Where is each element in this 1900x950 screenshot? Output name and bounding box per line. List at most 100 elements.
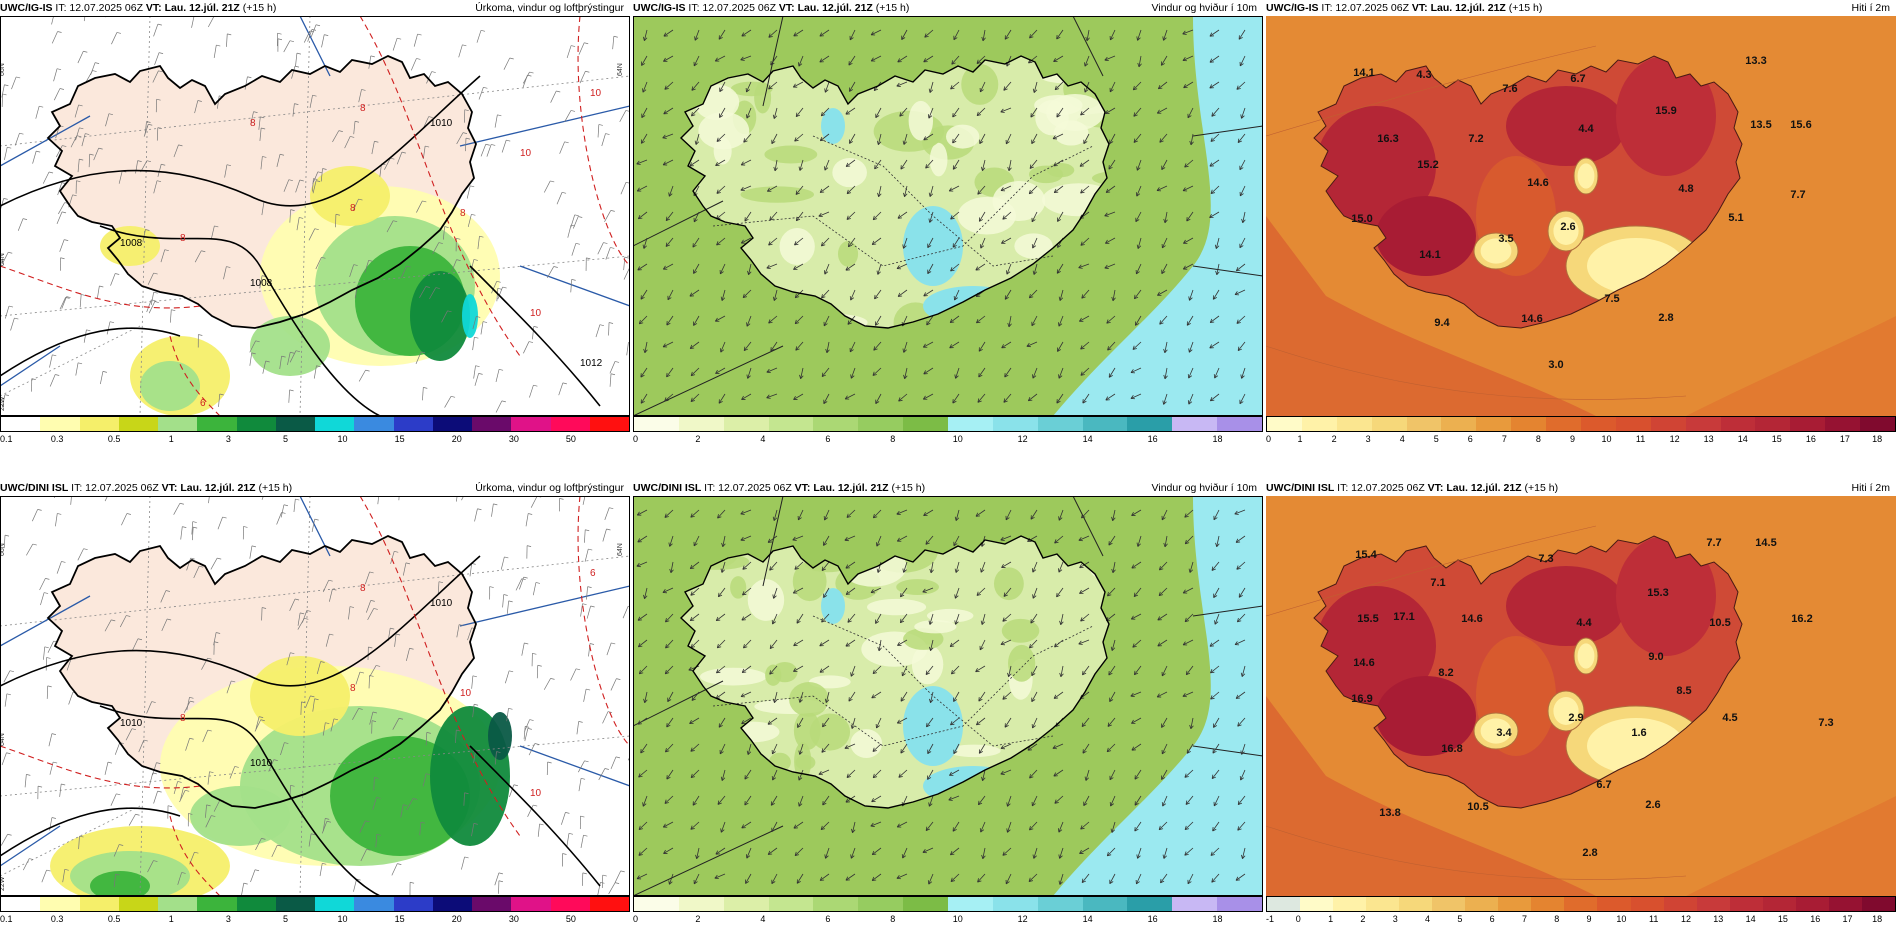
legend-tick: 16: [1147, 914, 1158, 924]
legend-swatch: [1663, 897, 1697, 911]
legend-swatch: [393, 897, 433, 911]
legend-swatch: [1366, 897, 1400, 911]
temperature-value: 7.7: [1706, 537, 1721, 549]
model-name: UWC/DINI ISL: [0, 482, 69, 494]
panel-title: UWC/DINI ISL IT: 12.07.2025 06Z VT: Lau.…: [1266, 480, 1896, 496]
color-legend: -1 0 1 2 3 4 5 6 7 8 9 10 11 12 13 14 15 16 17 18: [1266, 896, 1896, 928]
legend-tick: 10: [1601, 434, 1612, 444]
legend-swatch: [40, 897, 80, 911]
legend-tick: 10: [952, 434, 963, 444]
map-panel-igis-wind: UWC/IG-IS IT: 12.07.2025 06Z VT: Lau. 12…: [633, 0, 1263, 462]
legend-swatch: [1531, 897, 1565, 911]
legend-tick: 2: [1331, 434, 1337, 444]
legend-swatch: [1825, 417, 1861, 431]
lead-time: (+15 h): [1505, 2, 1543, 14]
legend-swatch: [393, 417, 433, 431]
temperature-value: 9.4: [1434, 317, 1450, 329]
legend-tick: 0.3: [50, 914, 64, 924]
temperature-value: 14.6: [1521, 313, 1542, 325]
legend-swatch: [315, 417, 355, 431]
temperature-value: 13.8: [1379, 807, 1400, 819]
legend-tick: 14: [1082, 914, 1093, 924]
map-area: [633, 496, 1263, 896]
init-time: IT: 12.07.2025 06Z: [1334, 482, 1428, 494]
legend-bar: [633, 896, 1263, 912]
legend-tick: 5: [1457, 914, 1463, 924]
legend-swatch: [40, 417, 80, 431]
temperature-value: 14.1: [1419, 249, 1440, 261]
panel-title: UWC/IG-IS IT: 12.07.2025 06Z VT: Lau. 12…: [1266, 0, 1896, 16]
legend-swatch: [1217, 417, 1263, 431]
legend-swatch: [472, 897, 512, 911]
legend-tick: 5: [282, 914, 288, 924]
legend-swatch: [858, 897, 904, 911]
legend-tick: 4: [760, 434, 766, 444]
map-panel-dini-precip: UWC/DINI ISL IT: 12.07.2025 06Z VT: Lau.…: [0, 480, 630, 942]
temperature-value: 1.6: [1631, 727, 1646, 739]
legend-swatch: [1301, 417, 1337, 431]
temperature-value: 4.4: [1576, 617, 1592, 629]
legend-swatch: [1498, 897, 1532, 911]
legend-tick: 20: [451, 434, 462, 444]
legend-swatch: [1720, 417, 1756, 431]
temperature-value: 14.6: [1527, 177, 1548, 189]
temperature-value: 15.4: [1355, 549, 1377, 561]
legend-swatch: [1581, 417, 1616, 431]
temperature-value: 8.2: [1438, 667, 1453, 679]
legend-tick: 30: [508, 434, 519, 444]
legend-swatch: [1685, 417, 1721, 431]
legend-swatch: [511, 897, 551, 911]
legend-swatch: [903, 417, 949, 431]
isotherm-label: 6: [200, 398, 206, 409]
legend-tick: 15: [394, 914, 405, 924]
temperature-value: 14.6: [1461, 613, 1482, 625]
temperature-value: 16.8: [1441, 743, 1462, 755]
legend-tick: 0: [633, 914, 639, 924]
legend-swatch: [903, 897, 949, 911]
precip-area: [410, 271, 470, 361]
legend-tick: 15: [1771, 434, 1782, 444]
legend-tick: 8: [1535, 434, 1541, 444]
legend-tick: 50: [565, 434, 576, 444]
temperature-value: 7.2: [1468, 133, 1483, 145]
legend-tick: 5: [1433, 434, 1439, 444]
model-name: UWC/IG-IS: [0, 2, 53, 14]
legend-swatch: [1795, 897, 1829, 911]
lead-time: (+15 h): [255, 482, 293, 494]
legend-swatch: [1828, 897, 1862, 911]
legend-tick: 3: [225, 434, 231, 444]
legend-tick: 6: [1467, 434, 1473, 444]
map-area: 1010 1010 1010 8 8 8 10 10 6 66N 64N 64N 22W: [0, 496, 630, 896]
temperature-value: 8.5: [1676, 685, 1691, 697]
legend-tick: 1: [1328, 914, 1334, 924]
field-title: Hiti í 2m: [1851, 2, 1890, 14]
isotherm-label: 8: [360, 103, 366, 114]
legend-swatch: [1267, 417, 1302, 431]
legend-tick: 6: [1489, 914, 1495, 924]
temperature-value: 16.2: [1791, 613, 1812, 625]
legend-swatch: [1, 417, 41, 431]
legend-tick: 15: [394, 434, 405, 444]
legend-tick: 0.5: [107, 914, 121, 924]
legend-swatch: [1127, 417, 1173, 431]
temperature-value: 7.3: [1538, 553, 1553, 565]
legend-tick: 18: [1872, 434, 1883, 444]
legend-swatch: [1371, 417, 1407, 431]
coordinate-label: 64N: [617, 63, 624, 76]
legend-tick: 18: [1872, 914, 1883, 924]
temperature-value: 3.4: [1496, 727, 1512, 739]
precip-area: [310, 166, 390, 226]
legend-swatch: [1217, 897, 1263, 911]
legend-swatch: [1406, 417, 1442, 431]
isotherm-label: 6: [590, 568, 596, 579]
legend-swatch: [550, 897, 590, 911]
legend-tick: 4: [1399, 434, 1405, 444]
map-area: 14.1 4.3 7.6 6.7 13.3 16.3 15.9 13.5 15.6 7.2 4.4 1…: [1266, 16, 1896, 416]
legend-swatch: [678, 417, 724, 431]
legend-swatch: [948, 417, 993, 431]
temperature-value: 2.8: [1582, 847, 1597, 859]
legend-tick: 12: [1017, 434, 1028, 444]
legend-swatch: [1597, 897, 1631, 911]
legend-tick: 50: [565, 914, 576, 924]
legend-swatch: [1441, 417, 1477, 431]
